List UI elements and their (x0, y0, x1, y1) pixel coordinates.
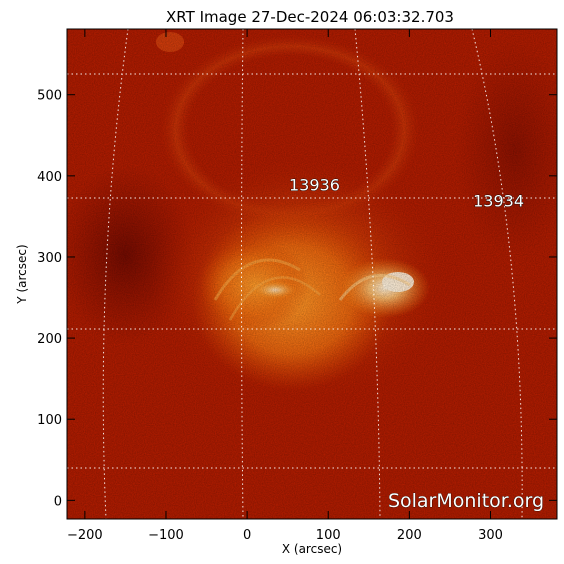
active-region-label: 13934 (473, 192, 524, 211)
x-tick-label: 0 (243, 528, 251, 543)
x-tick-label: −200 (67, 528, 103, 543)
y-axis-label: Y (arcsec) (15, 244, 29, 304)
y-tick-label: 0 (54, 494, 62, 509)
heliographic-grid (67, 29, 557, 519)
y-tick-label: 100 (37, 413, 62, 428)
active-region-label: 13936 (289, 175, 340, 194)
active-region-labels: 13936 13934 (289, 175, 525, 211)
x-tick-label: 200 (397, 528, 422, 543)
solar-image (67, 29, 557, 519)
y-tick-label: 500 (37, 89, 62, 104)
y-axis: 0 100 200 300 400 500 (37, 89, 557, 509)
chart-title: XRT Image 27-Dec-2024 06:03:32.703 (166, 8, 454, 26)
x-axis-label: X (arcsec) (282, 542, 342, 556)
x-tick-label: −100 (148, 528, 184, 543)
x-axis: −200 −100 0 100 200 300 (67, 29, 503, 543)
y-tick-label: 200 (37, 332, 62, 347)
plot-frame (66, 28, 558, 520)
y-tick-label: 400 (37, 170, 62, 185)
x-tick-label: 100 (316, 528, 341, 543)
x-tick-label: 300 (478, 528, 503, 543)
watermark: SolarMonitor.org (388, 490, 544, 512)
y-tick-label: 300 (37, 251, 62, 266)
